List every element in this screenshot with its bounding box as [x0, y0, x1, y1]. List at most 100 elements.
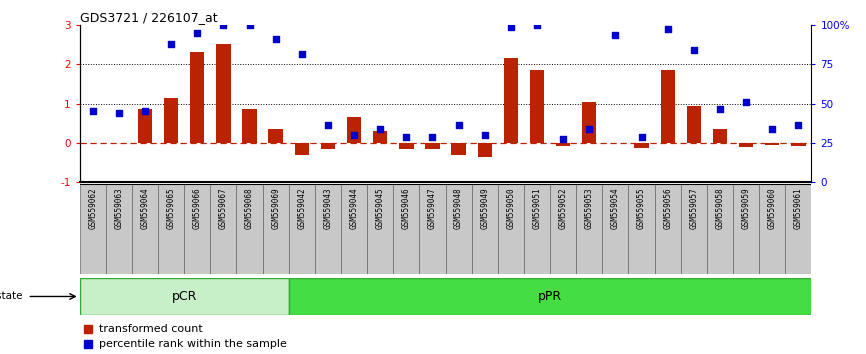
Point	[582, 126, 596, 132]
Bar	[733, 184, 759, 274]
Point	[81, 341, 95, 347]
Point	[478, 132, 492, 138]
Point	[740, 99, 753, 104]
Point	[81, 326, 95, 331]
Text: GSM559042: GSM559042	[297, 188, 307, 229]
Point	[347, 132, 361, 138]
Point	[766, 126, 779, 132]
Bar	[550, 184, 576, 274]
Point	[635, 134, 649, 140]
Text: GSM559048: GSM559048	[454, 188, 463, 229]
Text: GSM559066: GSM559066	[193, 188, 202, 229]
Bar	[373, 131, 387, 143]
Point	[661, 26, 675, 32]
Bar	[759, 184, 785, 274]
Bar	[347, 117, 361, 143]
Text: GSM559052: GSM559052	[559, 188, 567, 229]
Bar	[498, 184, 524, 274]
Point	[112, 110, 126, 116]
Bar	[216, 45, 230, 143]
Bar	[132, 184, 158, 274]
Text: GSM559064: GSM559064	[140, 188, 150, 229]
Text: GSM559067: GSM559067	[219, 188, 228, 229]
Point	[216, 22, 230, 28]
Bar	[164, 98, 178, 143]
Bar	[236, 184, 262, 274]
Text: disease state: disease state	[0, 291, 23, 302]
Bar	[472, 184, 498, 274]
Text: GSM559058: GSM559058	[715, 188, 725, 229]
Bar	[210, 184, 236, 274]
Text: GSM559047: GSM559047	[428, 188, 437, 229]
Text: pCR: pCR	[171, 290, 197, 303]
Text: GSM559069: GSM559069	[271, 188, 281, 229]
Text: percentile rank within the sample: percentile rank within the sample	[100, 339, 288, 349]
Point	[556, 136, 570, 142]
Bar	[739, 143, 753, 147]
Bar	[288, 184, 315, 274]
Text: GSM559059: GSM559059	[741, 188, 751, 229]
Text: GSM559062: GSM559062	[88, 188, 97, 229]
Bar	[707, 184, 733, 274]
Text: GSM559046: GSM559046	[402, 188, 410, 229]
Bar	[138, 109, 152, 143]
Bar	[792, 143, 805, 146]
Text: GSM559050: GSM559050	[507, 188, 515, 229]
Point	[295, 51, 309, 57]
Bar	[315, 184, 341, 274]
Point	[452, 122, 466, 128]
Bar	[655, 184, 681, 274]
Point	[504, 24, 518, 30]
Bar	[661, 70, 675, 143]
Text: GSM559063: GSM559063	[114, 188, 123, 229]
Text: GSM559060: GSM559060	[768, 188, 777, 229]
Point	[687, 47, 701, 53]
Bar	[191, 52, 204, 143]
Text: GSM559049: GSM559049	[481, 188, 489, 229]
Bar	[681, 184, 707, 274]
Point	[713, 107, 727, 112]
Text: GSM559056: GSM559056	[663, 188, 672, 229]
Bar	[425, 143, 440, 149]
Bar	[582, 102, 597, 143]
Bar	[785, 184, 811, 274]
Text: GSM559068: GSM559068	[245, 188, 254, 229]
Bar	[262, 184, 288, 274]
Text: pPR: pPR	[538, 290, 562, 303]
Point	[165, 42, 178, 47]
Point	[373, 126, 387, 132]
Text: GSM559055: GSM559055	[637, 188, 646, 229]
Bar	[184, 184, 210, 274]
Point	[792, 122, 805, 128]
Text: GDS3721 / 226107_at: GDS3721 / 226107_at	[80, 11, 217, 24]
Bar	[576, 184, 603, 274]
Point	[268, 36, 282, 41]
Point	[399, 134, 413, 140]
Point	[321, 122, 335, 128]
Bar	[629, 184, 655, 274]
Text: GSM559051: GSM559051	[533, 188, 541, 229]
Bar	[341, 184, 367, 274]
Bar	[158, 184, 184, 274]
Text: GSM559043: GSM559043	[324, 188, 333, 229]
Bar	[477, 143, 492, 157]
Bar	[80, 184, 106, 274]
Bar	[687, 105, 701, 143]
Text: GSM559045: GSM559045	[376, 188, 385, 229]
Bar	[242, 109, 256, 143]
Text: GSM559061: GSM559061	[794, 188, 803, 229]
Bar	[556, 143, 571, 146]
Bar	[419, 184, 445, 274]
Point	[191, 30, 204, 35]
Bar	[603, 184, 629, 274]
Bar	[367, 184, 393, 274]
Bar	[713, 129, 727, 143]
Point	[609, 32, 623, 38]
Text: GSM559054: GSM559054	[611, 188, 620, 229]
Bar	[294, 143, 309, 155]
Text: GSM559057: GSM559057	[689, 188, 698, 229]
Bar	[451, 143, 466, 155]
Bar	[106, 184, 132, 274]
Text: GSM559044: GSM559044	[350, 188, 359, 229]
Point	[530, 22, 544, 28]
